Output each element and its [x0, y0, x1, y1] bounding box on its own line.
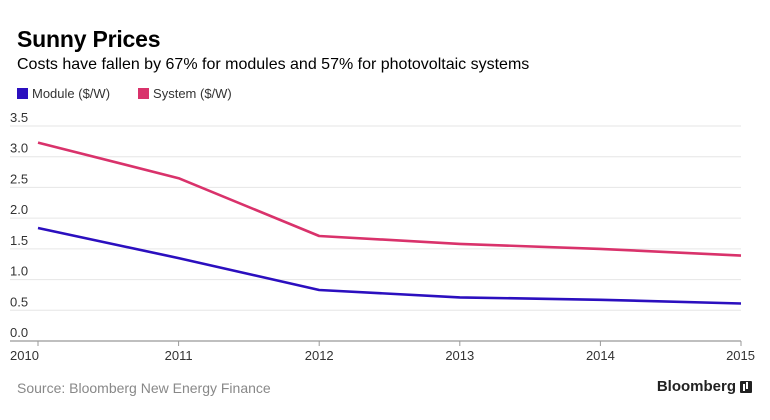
series-line-system: [37, 141, 742, 257]
y-tick-label: 0.5: [10, 294, 28, 309]
y-tick-label: 1.0: [10, 264, 28, 279]
x-tick-label: 2011: [165, 348, 193, 363]
bloomberg-logo-icon: [740, 380, 752, 393]
y-tick-label: 2.5: [10, 171, 28, 186]
y-tick-label: 3.5: [10, 110, 28, 125]
legend-item-system: System ($/W): [138, 86, 232, 101]
brand-logo: Bloomberg: [657, 378, 752, 395]
x-tick-label: 2012: [305, 348, 334, 363]
x-tick-label: 2010: [10, 348, 39, 363]
y-tick-label: 3.0: [10, 141, 28, 156]
chart-title: Sunny Prices: [17, 26, 161, 52]
legend-label-module: Module ($/W): [32, 86, 111, 101]
brand-name: Bloomberg: [656, 378, 736, 395]
x-tick-label: 2015: [726, 348, 755, 363]
y-tick-label: 1.5: [10, 233, 28, 248]
legend-swatch-system: [138, 88, 150, 99]
grid-lines: [10, 125, 741, 342]
series-lines: [37, 141, 742, 305]
y-axis-ticks: 0.0 0.5 1.0 1.5 2.0 2.5 3.0 3.5: [10, 110, 28, 340]
series-line-module: [37, 226, 742, 305]
source-note: Source: Bloomberg New Energy Finance: [17, 380, 271, 396]
x-axis-ticks: 2010 2011 2012 2013 2014 2015: [10, 341, 755, 363]
legend-swatch-module: [17, 88, 28, 99]
y-tick-label: 0.0: [10, 325, 28, 340]
x-tick-label: 2013: [445, 348, 474, 363]
y-tick-label: 2.0: [10, 202, 28, 217]
chart-subtitle: Costs have fallen by 67% for modules and…: [17, 56, 530, 73]
legend: Module ($/W) System ($/W): [17, 86, 260, 101]
x-tick-label: 2014: [586, 348, 615, 363]
legend-label-system: System ($/W): [153, 86, 232, 101]
legend-item-module: Module ($/W): [17, 86, 110, 101]
